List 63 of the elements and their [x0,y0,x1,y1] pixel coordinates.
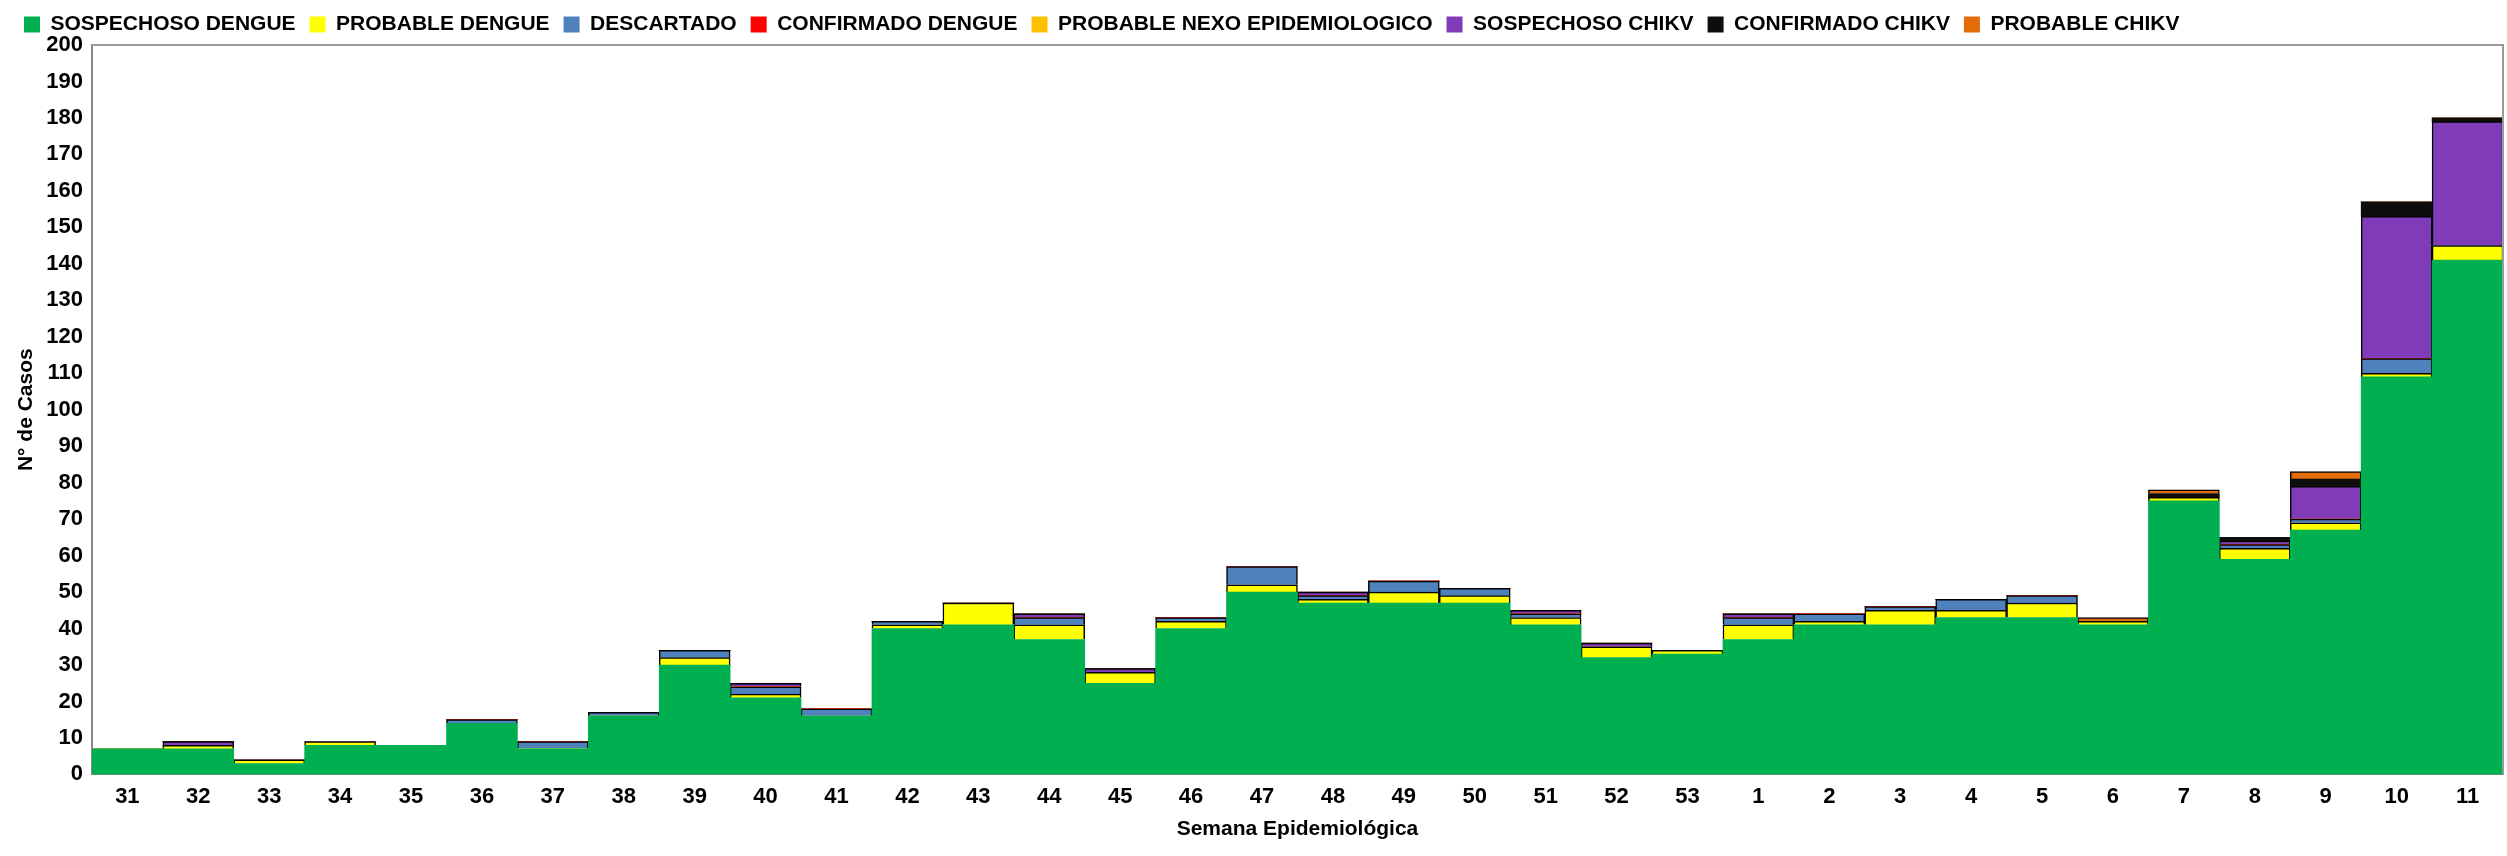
x-tick-label: 41 [824,782,849,808]
y-tick-label: 160 [46,176,83,202]
legend-label: PROBABLE CHIKV [1990,11,2180,35]
y-tick-label: 180 [46,104,83,129]
x-tick-label: 10 [2384,782,2409,808]
x-tick-label: 38 [611,782,637,808]
y-tick-label: 110 [47,359,83,385]
y-tick-label: 30 [58,651,83,677]
x-tick-label: 7 [2177,782,2191,808]
y-tick-label: 70 [58,505,83,531]
x-tick-label: 35 [398,782,424,808]
x-tick-label: 50 [1462,782,1487,808]
legend-label: CONFIRMADO DENGUE [777,11,1018,35]
y-tick-label: 60 [58,541,83,567]
x-tick-label: 51 [1533,782,1558,808]
y-tick-label: 170 [46,140,83,166]
legend-label: SOSPECHOSO CHIKV [1473,11,1694,35]
y-tick-label: 100 [46,395,83,421]
x-tick-label: 48 [1320,782,1346,808]
x-tick-label: 49 [1391,782,1417,808]
x-tick-label: 39 [682,782,707,808]
x-tick-label: 37 [540,782,566,808]
x-tick-label: 4 [1965,782,1979,808]
legend-label: PROBABLE NEXO EPIDEMIOLOGICO [1058,11,1433,35]
y-tick-label: 190 [46,67,83,93]
x-tick-label: 5 [2035,782,2049,808]
y-tick-label: 140 [46,249,83,275]
x-tick-label: 52 [1604,782,1629,808]
x-tick-label: 32 [186,782,211,808]
y-tick-label: 150 [46,213,83,239]
y-tick-label: 40 [58,614,83,640]
x-tick-label: 34 [327,782,354,808]
y-tick-label: 20 [58,687,83,713]
legend-label: PROBABLE DENGUE [336,11,550,35]
x-tick-label: 11 [2455,782,2480,808]
x-tick-label: 42 [895,782,920,808]
x-tick-label: 43 [966,782,991,808]
x-tick-label: 9 [2319,782,2332,808]
legend-label: CONFIRMADO CHIKV [1734,11,1950,35]
x-tick-label: 44 [1037,782,1063,808]
x-tick-label: 3 [1894,782,1907,808]
legend-label: DESCARTADO [590,11,737,35]
y-axis-title: N° de Casos [13,348,37,472]
y-tick-label: 120 [46,322,83,348]
x-tick-label: 33 [256,782,282,808]
x-tick-label: 46 [1178,782,1204,808]
x-tick-label: 8 [2248,782,2261,808]
y-tick-label: 0 [70,760,83,786]
y-tick-label: 10 [58,723,83,749]
x-tick-label: 40 [753,782,778,808]
y-tick-label: 50 [58,578,83,604]
x-tick-label: 47 [1249,782,1275,808]
y-tick-label: 130 [46,286,83,312]
x-tick-label: 31 [115,782,140,808]
x-tick-label: 6 [2106,782,2120,808]
x-tick-label: 53 [1675,782,1700,808]
x-tick-label: 45 [1107,782,1133,808]
y-tick-label: 90 [58,432,83,458]
x-tick-label: 1 [1752,782,1765,808]
x-axis-title: Semana Epidemiológica [1176,816,1419,840]
y-tick-label: 80 [58,468,83,494]
x-tick-label: 2 [1823,782,1836,808]
x-tick-label: 36 [469,782,495,808]
